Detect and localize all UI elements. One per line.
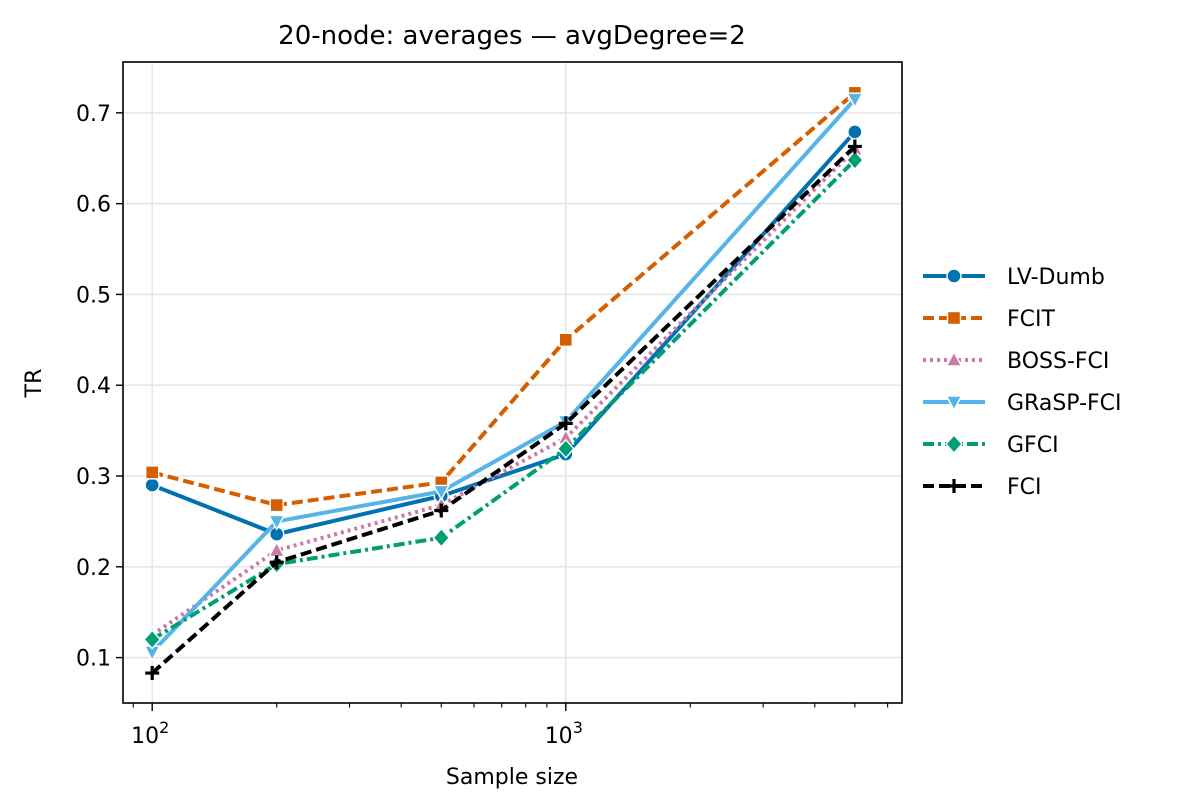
x-tick-label: 103 (545, 718, 583, 749)
legend-label: FCIT (1007, 307, 1056, 332)
data-point (269, 555, 284, 570)
data-point (432, 527, 451, 548)
y-axis-label: TR (22, 369, 47, 399)
y-tick-label: 0.7 (76, 102, 111, 127)
legend-item: GFCI (923, 433, 1059, 458)
legend-item: FCI (923, 475, 1042, 500)
data-point (144, 465, 160, 480)
legend-marker (945, 350, 963, 367)
data-point (432, 484, 450, 501)
legend-label: BOSS-FCI (1007, 349, 1109, 374)
data-point (145, 666, 160, 681)
series-gfci (143, 150, 864, 650)
data-point (845, 150, 864, 171)
y-tick-label: 0.3 (76, 465, 111, 490)
series-layer (143, 85, 864, 681)
legend-marker (945, 433, 963, 455)
y-tick-label: 0.2 (76, 556, 111, 581)
series-line (151, 147, 857, 637)
x-tick-label: 102 (131, 718, 169, 749)
data-point (846, 92, 864, 109)
data-point (558, 332, 573, 348)
data-point (556, 438, 575, 459)
y-tick-label: 0.5 (76, 283, 111, 308)
legend-label: FCI (1007, 475, 1042, 500)
x-tick-label-exponent: 3 (573, 718, 583, 737)
data-point (144, 477, 160, 493)
chart-title: 20-node: averages — avgDegree=2 (278, 21, 746, 51)
y-tick-label: 0.6 (76, 193, 111, 218)
data-point (434, 503, 449, 518)
legend-label: GRaSP-FCI (1007, 391, 1122, 416)
plot-frame (122, 61, 903, 704)
legend-marker (945, 395, 963, 412)
series-fci (145, 139, 862, 681)
y-tick-label: 0.4 (76, 374, 111, 399)
data-point (847, 124, 863, 140)
x-axis-label: Sample size (446, 765, 578, 790)
data-point (269, 497, 284, 513)
legend-marker (947, 479, 961, 493)
x-tick-label-base: 10 (545, 724, 573, 749)
legend-label: GFCI (1007, 433, 1059, 458)
legend: LV-Dumb FCIT BOSS-FCI GRaSP-FCI GFCI FCI (923, 265, 1122, 500)
legend-item: GRaSP-FCI (923, 391, 1122, 416)
data-point (268, 514, 286, 531)
legend-marker (946, 310, 962, 326)
data-point (558, 416, 573, 431)
legend-item: FCIT (923, 307, 1056, 332)
y-tick-label: 0.1 (76, 647, 111, 672)
legend-item: LV-Dumb (923, 265, 1105, 290)
legend-label: LV-Dumb (1007, 265, 1105, 290)
data-point (847, 139, 862, 154)
legend-item: BOSS-FCI (923, 349, 1109, 374)
x-tick-label-base: 10 (131, 724, 159, 749)
data-point (143, 629, 162, 650)
legend-marker (946, 268, 962, 284)
x-tick-label-exponent: 2 (159, 718, 169, 737)
